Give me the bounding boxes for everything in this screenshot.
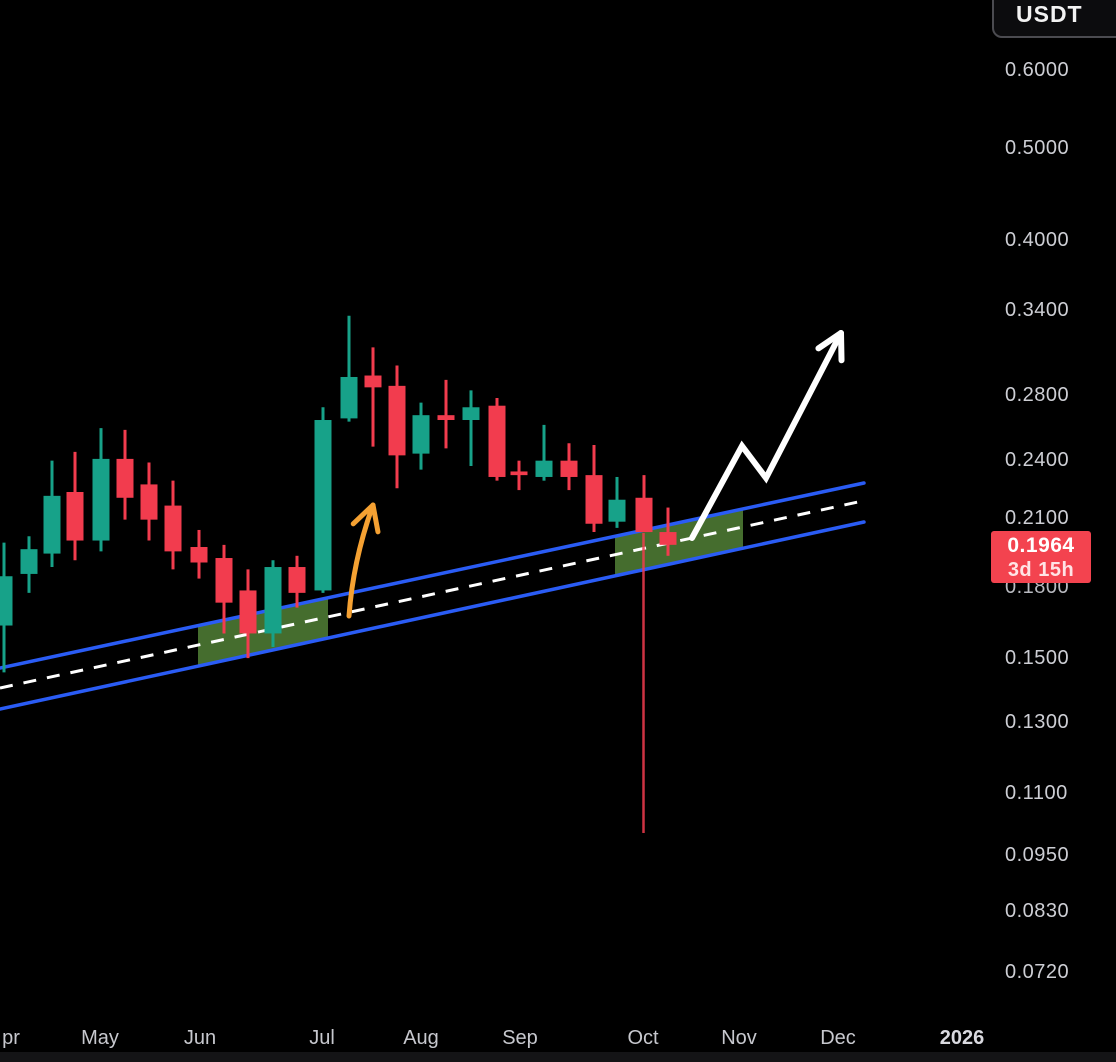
channel-lower-line[interactable] xyxy=(0,520,866,711)
price-label: 0.1500 xyxy=(1005,647,1070,669)
time-label: Dec xyxy=(820,1027,856,1049)
candle-body xyxy=(635,497,653,533)
time-label: Oct xyxy=(627,1027,659,1049)
channel-upper-line[interactable] xyxy=(0,481,866,670)
price-label: 0.2800 xyxy=(1005,384,1070,406)
candle-body xyxy=(535,460,553,477)
arrowhead xyxy=(815,330,845,364)
time-label: Aug xyxy=(403,1027,439,1049)
candle-body xyxy=(560,460,578,477)
price-axis[interactable]: 0.1800 0.1964 3d 15h 0.6000 0.5000 0.4000 0… xyxy=(985,0,1116,1062)
price-label: 0.0950 xyxy=(1005,844,1070,866)
candle-body xyxy=(215,558,233,603)
candle-body xyxy=(510,471,528,476)
time-label: Nov xyxy=(721,1027,757,1049)
quote-currency-label: USDT xyxy=(1016,0,1083,27)
price-label: 0.3400 xyxy=(1005,299,1070,321)
price-label: 0.0720 xyxy=(1005,961,1070,983)
candle-body xyxy=(264,567,282,634)
price-label: 0.4000 xyxy=(1005,229,1070,251)
candle-body xyxy=(239,590,257,634)
candle-body xyxy=(164,505,182,552)
candle-body xyxy=(608,499,626,522)
last-price-value: 0.1964 xyxy=(1007,533,1075,557)
price-label: 0.5000 xyxy=(1005,137,1070,159)
candle-body xyxy=(0,576,13,626)
price-label: 0.2400 xyxy=(1005,449,1070,471)
price-label: 0.6000 xyxy=(1005,59,1070,81)
candle-body xyxy=(659,532,677,545)
time-label: May xyxy=(81,1027,119,1049)
orange-arrow[interactable] xyxy=(346,502,376,619)
bar-countdown: 3d 15h xyxy=(1007,558,1075,581)
candle-body xyxy=(116,458,134,498)
time-label: pr xyxy=(2,1027,20,1049)
arrowhead xyxy=(350,502,381,535)
candle-body xyxy=(92,458,110,541)
quote-currency-button[interactable]: USDT xyxy=(992,0,1116,38)
candle-body xyxy=(140,484,158,520)
candle-body xyxy=(43,495,61,554)
bottom-strip xyxy=(0,1052,1116,1062)
candle-body xyxy=(585,475,603,524)
time-label: Sep xyxy=(502,1027,538,1049)
candle-body xyxy=(462,407,480,421)
candle-body xyxy=(20,549,38,574)
price-label: 0.0830 xyxy=(1005,900,1070,922)
price-label: 0.1300 xyxy=(1005,711,1070,733)
channel-median-dashed-line[interactable] xyxy=(0,500,859,690)
time-label: 2026 xyxy=(939,1027,985,1049)
candle-body xyxy=(340,376,358,419)
channel-highlight-zone[interactable] xyxy=(615,508,743,576)
candle-body xyxy=(364,375,382,388)
time-label: Jul xyxy=(309,1027,335,1049)
candle-body xyxy=(437,415,455,421)
candle-body xyxy=(190,547,208,563)
candle-body xyxy=(66,491,84,541)
candle-body xyxy=(488,405,506,477)
last-price-badge: 0.1964 3d 15h xyxy=(991,531,1091,583)
time-label: Jun xyxy=(183,1027,217,1049)
candle-body xyxy=(412,415,430,454)
white-projection-arrow[interactable] xyxy=(689,330,844,541)
time-axis[interactable]: pr May Jun Jul Aug Sep Oct Nov Dec 2026 xyxy=(0,1018,1116,1052)
price-label: 0.1100 xyxy=(1005,782,1068,804)
candle-body xyxy=(388,385,406,456)
candle-body xyxy=(314,420,332,591)
candle-body xyxy=(288,567,306,593)
price-label: 0.2100 xyxy=(1005,507,1070,529)
